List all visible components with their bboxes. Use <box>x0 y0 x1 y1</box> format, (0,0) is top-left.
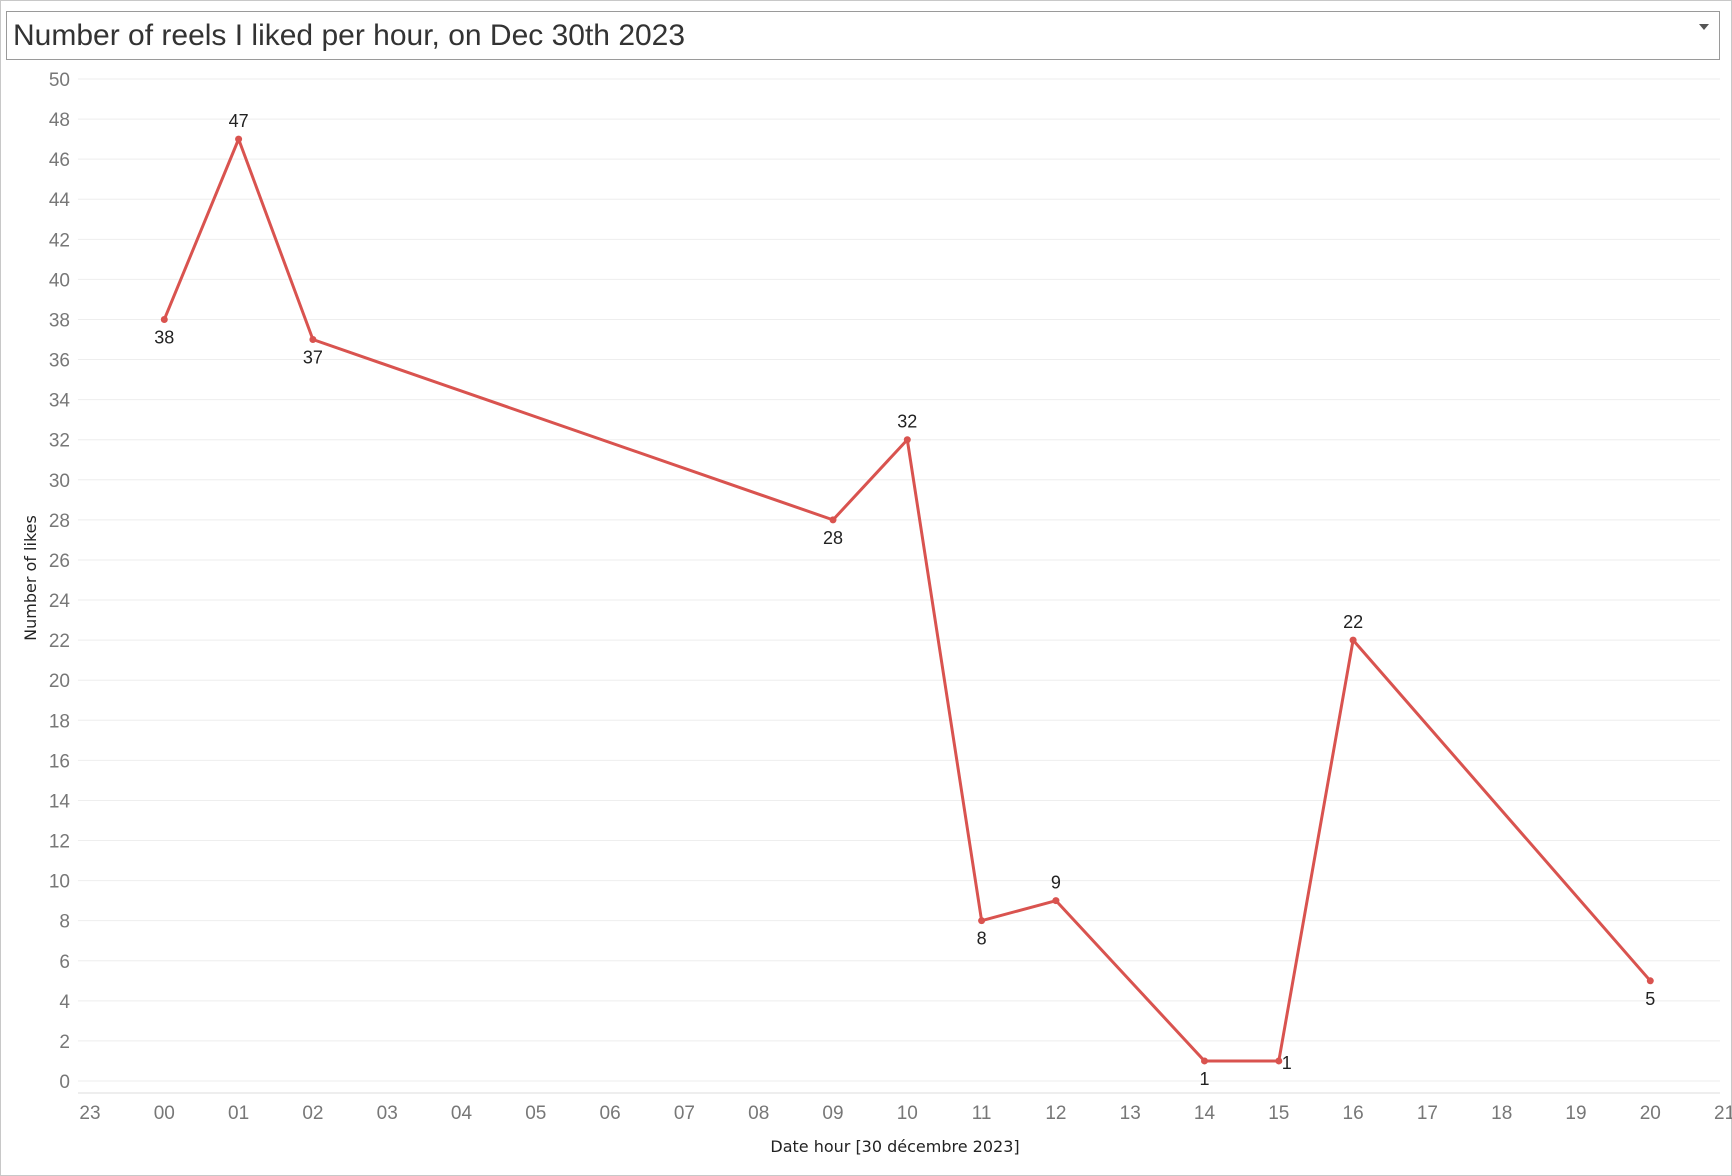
title-bar[interactable]: Number of reels I liked per hour, on Dec… <box>6 11 1720 60</box>
x-tick-label: 14 <box>1194 1103 1216 1124</box>
y-tick-label: 6 <box>59 952 70 973</box>
data-point[interactable] <box>903 436 911 444</box>
chevron-down-icon[interactable] <box>1699 24 1709 30</box>
y-tick-label: 26 <box>49 551 70 572</box>
y-tick-label: 4 <box>59 992 70 1013</box>
y-tick-label: 14 <box>49 791 71 812</box>
y-axis-ticks: 0246810121416182022242628303234363840424… <box>49 70 71 1093</box>
x-tick-label: 20 <box>1640 1103 1661 1124</box>
y-tick-label: 18 <box>49 711 70 732</box>
y-tick-label: 8 <box>59 912 70 933</box>
data-label: 9 <box>1051 873 1061 893</box>
x-tick-label: 07 <box>674 1103 695 1124</box>
data-label: 8 <box>977 929 987 949</box>
chart-title: Number of reels I liked per hour, on Dec… <box>13 19 686 52</box>
y-tick-label: 40 <box>49 270 70 291</box>
x-tick-label: 05 <box>525 1103 546 1124</box>
x-tick-label: 10 <box>897 1103 918 1124</box>
data-label: 38 <box>154 327 174 347</box>
data-point[interactable] <box>235 135 243 143</box>
x-tick-label: 12 <box>1045 1103 1066 1124</box>
data-label: 1 <box>1199 1069 1209 1089</box>
y-tick-label: 10 <box>49 872 70 893</box>
x-tick-label: 03 <box>377 1103 398 1124</box>
y-tick-label: 12 <box>49 832 70 853</box>
x-tick-label: 00 <box>154 1103 175 1124</box>
x-tick-label: 01 <box>228 1103 249 1124</box>
x-tick-label: 11 <box>972 1103 992 1124</box>
gridlines <box>78 78 1720 1082</box>
y-tick-label: 50 <box>49 70 70 91</box>
x-tick-label: 13 <box>1120 1103 1141 1124</box>
y-tick-label: 38 <box>49 310 70 331</box>
y-tick-label: 2 <box>59 1032 70 1053</box>
y-tick-label: 24 <box>49 591 71 612</box>
y-tick-label: 46 <box>49 150 70 171</box>
y-tick-label: 32 <box>49 431 70 452</box>
x-tick-label: 19 <box>1565 1103 1586 1124</box>
data-point[interactable] <box>1201 1057 1208 1065</box>
data-labels: 38 47 37 28 32 8 9 1 1 22 5 <box>154 111 1655 1089</box>
data-label: 47 <box>229 111 249 131</box>
y-tick-label: 48 <box>49 110 70 131</box>
data-point[interactable] <box>1646 977 1654 985</box>
data-point[interactable] <box>1052 897 1060 905</box>
x-tick-label: 09 <box>822 1103 843 1124</box>
x-tick-label: 04 <box>451 1103 473 1124</box>
data-point[interactable] <box>829 516 837 524</box>
x-tick-label: 02 <box>302 1103 323 1124</box>
data-point[interactable] <box>160 315 168 323</box>
x-axis-title: Date hour [30 décembre 2023] <box>770 1137 1019 1156</box>
y-tick-label: 36 <box>49 351 70 372</box>
x-tick-label: 16 <box>1343 1103 1364 1124</box>
data-label: 1 <box>1282 1053 1292 1073</box>
y-tick-label: 28 <box>49 511 70 532</box>
data-point[interactable] <box>978 917 986 925</box>
x-tick-label: 18 <box>1491 1103 1512 1124</box>
x-tick-label: 17 <box>1417 1103 1438 1124</box>
y-tick-label: 0 <box>59 1072 70 1093</box>
x-tick-label: 15 <box>1268 1103 1289 1124</box>
y-tick-label: 20 <box>49 671 70 692</box>
data-label: 37 <box>303 348 323 368</box>
data-label: 32 <box>897 412 917 432</box>
data-label: 28 <box>823 528 843 548</box>
y-tick-label: 34 <box>49 391 71 412</box>
x-tick-label: 06 <box>600 1103 621 1124</box>
x-tick-label: 21 <box>1714 1103 1732 1124</box>
series-layer <box>160 135 1654 1065</box>
data-label: 5 <box>1645 989 1655 1009</box>
x-tick-label: 08 <box>748 1103 769 1124</box>
x-tick-label: 23 <box>79 1103 100 1124</box>
y-tick-label: 22 <box>49 631 70 652</box>
y-tick-label: 30 <box>49 471 70 492</box>
x-axis-ticks: 23 00 01 02 03 04 05 06 07 08 09 10 11 12 13 14 15 16 17 18… <box>78 1092 1732 1124</box>
data-point[interactable] <box>309 336 317 344</box>
y-tick-label: 42 <box>49 230 70 251</box>
y-axis-title: Number of likes <box>21 515 40 641</box>
data-label: 22 <box>1343 612 1363 632</box>
y-tick-label: 44 <box>49 190 71 211</box>
data-point[interactable] <box>1349 636 1357 644</box>
y-tick-label: 16 <box>49 751 70 772</box>
data-point[interactable] <box>1275 1057 1283 1065</box>
